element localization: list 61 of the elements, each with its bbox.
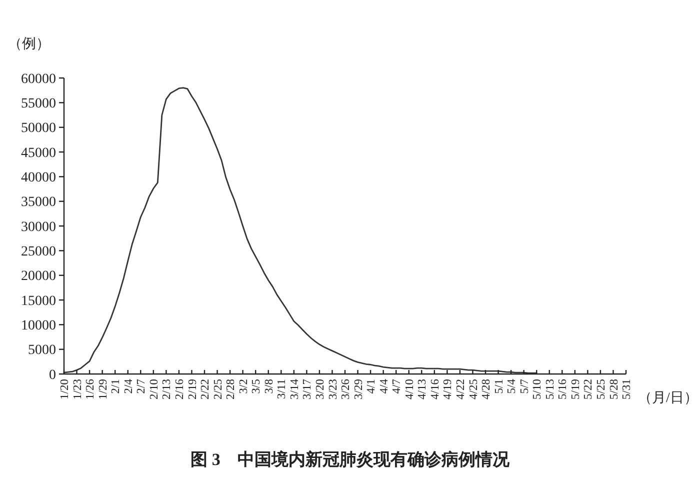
x-tick-label: 2/10 — [148, 378, 160, 400]
x-tick-label: 2/4 — [122, 378, 135, 394]
y-tick-label: 30000 — [21, 220, 56, 235]
x-axis-title: （月/日） — [638, 391, 698, 406]
x-tick-label: 5/16 — [557, 378, 570, 400]
x-tick-label: 3/14 — [288, 378, 301, 400]
x-tick-label: 3/26 — [340, 378, 352, 400]
x-tick-label: 3/17 — [302, 378, 314, 400]
x-tick-label: 3/29 — [352, 378, 365, 400]
y-tick-label: 20000 — [21, 269, 56, 284]
x-tick-label: 4/4 — [378, 378, 390, 394]
x-tick-label: 3/23 — [327, 378, 340, 400]
x-tick-label: 1/29 — [97, 378, 110, 400]
y-tick-label: 5000 — [28, 343, 56, 358]
x-tick-label: 5/22 — [582, 378, 595, 400]
x-tick-label: 4/25 — [468, 378, 480, 400]
x-tick-label: 5/19 — [570, 378, 582, 400]
caption: 图 3 中国境内新冠肺炎现有确诊病例情况 — [190, 450, 510, 469]
x-tick-label: 1/20 — [59, 378, 72, 400]
x-tick-label: 2/25 — [212, 378, 224, 400]
x-tick-label: 4/13 — [416, 378, 429, 400]
x-tick-label: 5/4 — [506, 378, 518, 394]
y-tick-label: 40000 — [21, 170, 56, 186]
x-tick-label: 4/28 — [480, 378, 493, 400]
y-tick-label: 50000 — [21, 121, 56, 136]
x-tick-label: 4/1 — [366, 378, 378, 394]
y-axis-title: （例） — [8, 36, 50, 52]
x-tick-label: 5/10 — [532, 378, 544, 400]
y-tick-label: 0 — [49, 368, 56, 383]
y-tick-label: 45000 — [21, 146, 56, 161]
x-tick-label: 5/1 — [493, 378, 506, 394]
x-tick-label: 4/7 — [391, 378, 404, 394]
y-tick-label: 55000 — [21, 96, 56, 112]
x-tick-label: 3/5 — [250, 378, 263, 394]
x-tick-label: 5/7 — [518, 378, 531, 394]
x-tick-label: 5/25 — [595, 378, 608, 400]
x-tick-label: 2/7 — [136, 378, 148, 394]
x-tick-label: 2/22 — [200, 378, 212, 400]
x-tick-label: 3/2 — [238, 378, 250, 394]
x-tick-label: 2/16 — [174, 378, 186, 400]
x-tick-label: 4/22 — [454, 378, 467, 400]
x-tick-label: 3/20 — [314, 378, 326, 400]
y-tick-label: 60000 — [21, 72, 56, 87]
x-tick-label: 3/8 — [263, 378, 276, 394]
x-tick-label: 5/13 — [544, 378, 556, 400]
x-tick-label: 2/28 — [225, 378, 238, 400]
y-tick-label: 15000 — [21, 294, 56, 309]
x-tick-label: 4/19 — [442, 378, 454, 400]
y-tick-label: 35000 — [21, 195, 56, 210]
x-tick-label: 4/10 — [404, 378, 416, 400]
x-tick-label: 2/19 — [186, 378, 199, 400]
y-tick-label: 10000 — [21, 318, 56, 334]
x-tick-label: 4/16 — [429, 378, 442, 400]
x-tick-label: 2/13 — [161, 378, 174, 400]
x-tick-label: 5/31 — [621, 378, 634, 400]
x-tick-label: 2/1 — [110, 378, 122, 394]
x-tick-label: 1/23 — [72, 378, 84, 400]
x-tick-label: 3/11 — [276, 378, 288, 400]
x-tick-label: 1/26 — [84, 378, 97, 400]
x-tick-label: 5/28 — [608, 378, 620, 400]
y-tick-label: 25000 — [21, 244, 56, 260]
